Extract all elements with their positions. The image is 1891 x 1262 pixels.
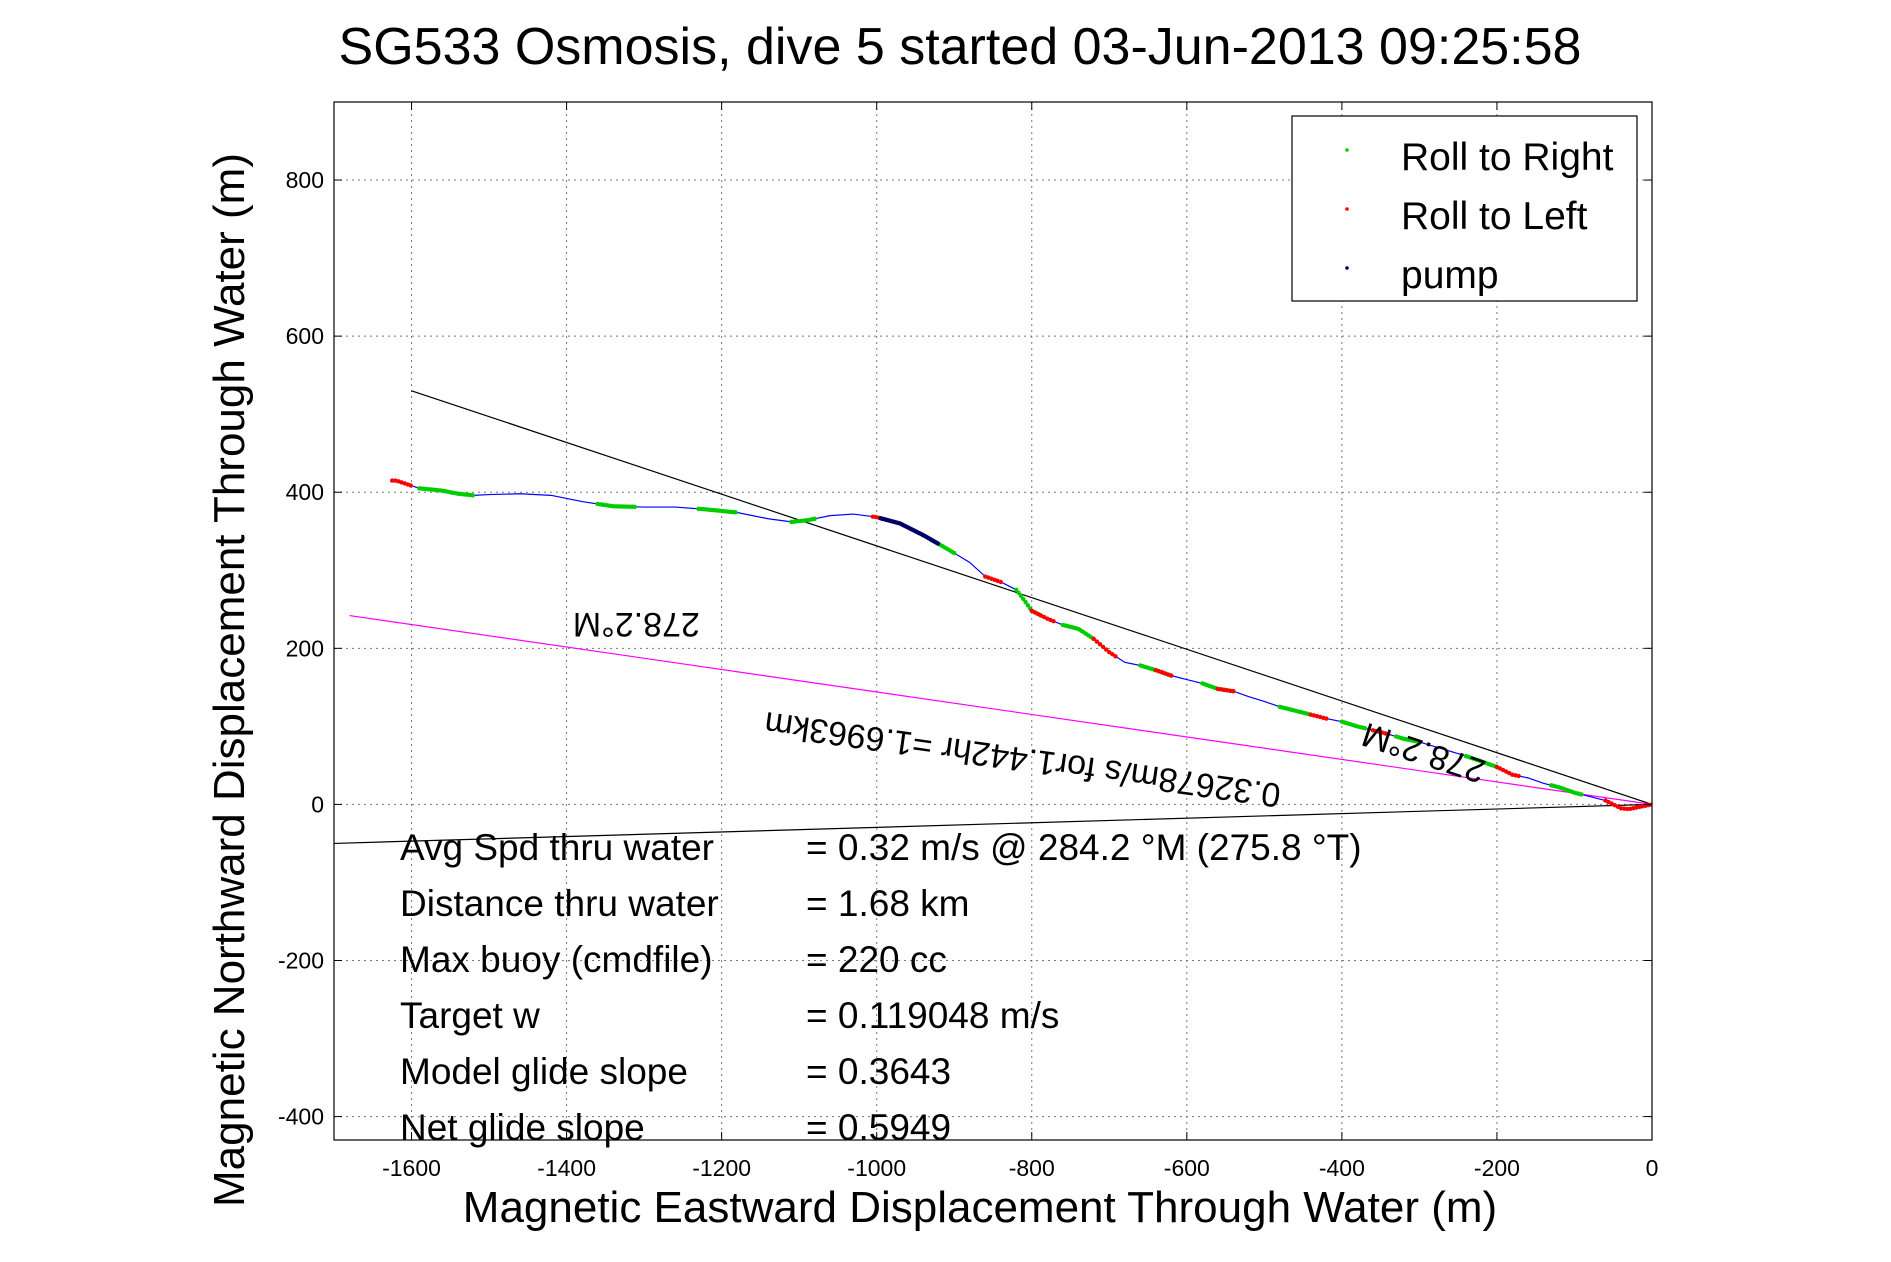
roll-left-point (998, 579, 1003, 585)
roll-right-point (952, 550, 957, 556)
x-tick-label: -1000 (847, 1155, 906, 1181)
stat-label: Target w (400, 995, 540, 1036)
plot-area (334, 390, 1652, 845)
y-tick-label: 200 (286, 635, 324, 661)
roll-right-point (733, 510, 738, 515)
stat-value: = 0.5949 (806, 1107, 951, 1148)
stat-value: = 1.68 km (806, 883, 970, 924)
y-axis-label: Magnetic Northward Displacement Through … (205, 153, 254, 1207)
legend-marker-roll-right (1345, 148, 1349, 152)
stat-value: = 220 cc (806, 939, 947, 980)
x-tick-label: 0 (1646, 1155, 1659, 1181)
roll-right-point (812, 516, 817, 521)
roll-left-point (1103, 647, 1109, 652)
roll-right-point (1018, 593, 1024, 599)
roll-left-point (1051, 618, 1056, 624)
grid-lines (334, 102, 1653, 1140)
x-tick-label: -400 (1319, 1155, 1365, 1181)
roll-right-point (1579, 792, 1584, 797)
x-tick-label: -1600 (382, 1155, 441, 1181)
stat-label: Avg Spd thru water (400, 827, 714, 868)
roll-right-point (1023, 599, 1028, 605)
stats-block: Avg Spd thru water = 0.32 m/s @ 284.2 °M … (400, 827, 1362, 1148)
x-tick-label: -1400 (537, 1155, 596, 1181)
x-tick-label: -200 (1474, 1155, 1520, 1181)
roll-left-point (1091, 636, 1096, 642)
y-tick-label: 400 (286, 479, 324, 505)
y-tick-label: 0 (311, 791, 324, 817)
roll-left-point (1386, 731, 1391, 737)
legend-label-roll-left: Roll to Left (1401, 195, 1588, 238)
roll-left-point (408, 483, 413, 488)
reference-lines (334, 390, 1652, 845)
roll-right-point (1021, 596, 1026, 602)
x-tick-label: -800 (1009, 1155, 1055, 1181)
x-tick-label: -1200 (692, 1155, 751, 1181)
roll-left-point (1107, 650, 1112, 655)
roll-left-point (1324, 716, 1329, 721)
roll-left-point (1094, 639, 1100, 644)
axis-ticks: -1600 -1400 -1200 -1000 -800 -600 -400 -200 0 -40… (278, 102, 1658, 1181)
roll-markers (389, 478, 1652, 812)
legend-label-pump: pump (1401, 254, 1499, 297)
stat-label: Max buoy (cmdfile) (400, 939, 713, 980)
plot-frame (333, 101, 1653, 1141)
y-tick-label: 800 (286, 167, 324, 193)
roll-left-point (1231, 689, 1236, 694)
roll-left-point (1516, 773, 1521, 779)
stat-value: = 0.32 m/s @ 284.2 °M (275.8 °T) (806, 827, 1362, 868)
roll-left-point (1097, 642, 1103, 647)
annotation-label: 278.2°M (573, 605, 700, 643)
roll-right-point (632, 504, 638, 510)
chart-title: SG533 Osmosis, dive 5 started 03-Jun-201… (339, 18, 1582, 76)
legend-label-roll-right: Roll to Right (1401, 136, 1614, 179)
stat-label: Net glide slope (400, 1107, 645, 1148)
legend-marker-pump (1345, 266, 1349, 270)
roll-left-point (1100, 644, 1106, 650)
roll-right-point (1417, 739, 1422, 745)
roll-left-point (1169, 673, 1174, 678)
roll-right-point (1025, 603, 1031, 608)
legend: Roll to Right Roll to Left pump (1291, 115, 1638, 302)
roll-right-point (1016, 590, 1021, 596)
stat-value: = 0.119048 m/s (806, 995, 1059, 1036)
roll-right-point (1014, 587, 1019, 592)
y-tick-label: 600 (286, 323, 324, 349)
roll-left-point (1624, 806, 1630, 812)
heading-line (411, 390, 1652, 805)
stat-value: = 0.3643 (806, 1051, 951, 1092)
pump-point (935, 541, 941, 546)
roll-left-point (1110, 652, 1115, 657)
y-tick-label: -200 (278, 947, 324, 973)
roll-left-point (1113, 654, 1118, 659)
roll-left-point (389, 478, 395, 483)
stat-label: Distance thru water (400, 883, 719, 924)
legend-marker-roll-left (1345, 207, 1349, 211)
roll-right-point (470, 493, 475, 498)
current-line (334, 803, 1652, 845)
roll-right-point (1362, 726, 1368, 731)
stat-label: Model glide slope (400, 1051, 688, 1092)
average-line (349, 614, 1652, 805)
x-tick-label: -600 (1164, 1155, 1210, 1181)
y-tick-label: -400 (278, 1104, 324, 1130)
x-axis-label: Magnetic Eastward Displacement Through W… (463, 1183, 1497, 1232)
legend-box (1291, 115, 1638, 302)
